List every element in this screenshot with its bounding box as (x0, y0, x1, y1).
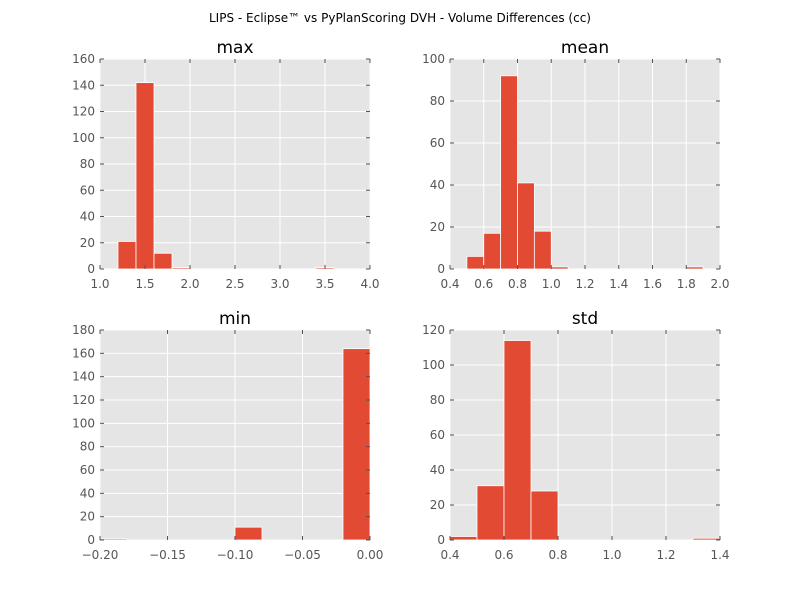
histogram-bar (483, 232, 502, 270)
x-tick-label: 1.6 (643, 277, 662, 291)
y-tick-label: 60 (430, 428, 445, 442)
x-tick-label: −0.05 (284, 548, 321, 562)
x-tick-label: 1.4 (609, 277, 628, 291)
y-tick-label: 80 (80, 440, 95, 454)
x-tick-label: 1.0 (602, 548, 621, 562)
x-tick-label: 3.0 (270, 277, 289, 291)
subplot-grid: 1.0 1.5 2.0 2.5 3.0 3.5 4.0 0 20 40 60 80 100 120 140 1… (72, 38, 729, 562)
y-tick-label: 0 (437, 262, 445, 276)
y-tick-label: 120 (72, 105, 95, 119)
y-tick-label: 120 (72, 393, 95, 407)
y-tick-label: 100 (422, 358, 445, 372)
x-tick-label: 0.8 (508, 277, 527, 291)
histogram-bar (517, 182, 535, 270)
y-tick-label: 40 (80, 486, 95, 500)
histogram-bar (503, 340, 532, 541)
y-tick-label: 100 (72, 131, 95, 145)
y-tick-label: 40 (80, 210, 95, 224)
y-tick-label: 140 (72, 370, 95, 384)
y-tick-label: 80 (430, 94, 445, 108)
y-tick-label: 60 (80, 183, 95, 197)
subplot-title: std (572, 309, 598, 329)
y-tick-label: 40 (430, 463, 445, 477)
y-tick-label: 160 (72, 346, 95, 360)
histogram-bar (449, 536, 478, 541)
histogram-bar (171, 267, 191, 270)
y-tick-label: 20 (430, 498, 445, 512)
y-tick-label: 60 (430, 136, 445, 150)
x-tick-label: 1.5 (135, 277, 154, 291)
x-tick-label: 1.4 (710, 548, 729, 562)
y-tick-label: 80 (430, 393, 445, 407)
subplot-max: 1.0 1.5 2.0 2.5 3.0 3.5 4.0 0 20 40 60 80 100 120 140 1… (72, 38, 379, 291)
subplot-title: min (219, 309, 251, 329)
figure-title: LIPS - Eclipse™ vs PyPlanScoring DVH - V… (209, 11, 591, 25)
x-tick-label: 2.0 (710, 277, 729, 291)
x-tick-label: −0.20 (82, 548, 119, 562)
y-tick-label: 160 (72, 52, 95, 66)
y-tick-label: 60 (80, 463, 95, 477)
subplot-title: max (216, 38, 253, 58)
histogram-bar (500, 75, 518, 270)
x-tick-label: 1.2 (656, 548, 675, 562)
histogram-bar (692, 537, 721, 541)
x-tick-label: 1.2 (575, 277, 594, 291)
histogram-bar (153, 252, 173, 270)
x-tick-label: 0.8 (548, 548, 567, 562)
x-tick-label: 0.6 (474, 277, 493, 291)
subplot-mean: 0.4 0.6 0.8 1.0 1.2 1.4 1.6 1.8 2.0 0 20 40 60 80 100 m… (422, 38, 729, 291)
y-tick-label: 100 (422, 52, 445, 66)
x-tick-label: −0.10 (217, 548, 254, 562)
x-tick-label: 1.0 (90, 277, 109, 291)
histogram-bar (466, 255, 485, 270)
x-tick-label: −0.15 (149, 548, 186, 562)
histogram-bar (476, 485, 505, 541)
histogram-bar (135, 82, 155, 270)
histogram-bar (685, 266, 704, 270)
y-tick-label: 80 (80, 157, 95, 171)
x-tick-label: 0.6 (494, 548, 513, 562)
x-tick-label: 0.00 (357, 548, 384, 562)
x-tick-label: 2.5 (225, 277, 244, 291)
histogram-bar (533, 230, 552, 270)
x-tick-label: 1.0 (542, 277, 561, 291)
x-tick-label: 0.4 (440, 277, 459, 291)
x-tick-label: 2.0 (180, 277, 199, 291)
y-tick-label: 140 (72, 78, 95, 92)
y-tick-label: 20 (430, 220, 445, 234)
y-tick-label: 40 (430, 178, 445, 192)
y-tick-label: 0 (87, 262, 95, 276)
subplot-std: 0.4 0.6 0.8 1.0 1.2 1.4 0 20 40 60 80 100 120 std (422, 309, 729, 562)
y-tick-label: 20 (80, 510, 95, 524)
histogram-bar (530, 490, 559, 541)
subplot-title: mean (561, 38, 609, 58)
x-tick-label: 0.4 (440, 548, 459, 562)
histogram-bar (342, 348, 371, 541)
histogram-bar (99, 538, 128, 541)
y-tick-label: 0 (437, 533, 445, 547)
y-tick-label: 0 (87, 533, 95, 547)
histogram-bar (550, 266, 569, 270)
y-tick-label: 100 (72, 416, 95, 430)
y-tick-label: 20 (80, 236, 95, 250)
histogram-bar (234, 526, 263, 541)
subplot-min: −0.20 −0.15 −0.10 −0.05 0.00 0 20 40 60 80 100 120 1… (72, 309, 383, 562)
x-tick-label: 1.8 (677, 277, 696, 291)
x-tick-label: 4.0 (360, 277, 379, 291)
y-tick-label: 120 (422, 323, 445, 337)
y-tick-label: 180 (72, 323, 95, 337)
x-tick-label: 3.5 (315, 277, 334, 291)
histogram-bar (117, 241, 137, 270)
